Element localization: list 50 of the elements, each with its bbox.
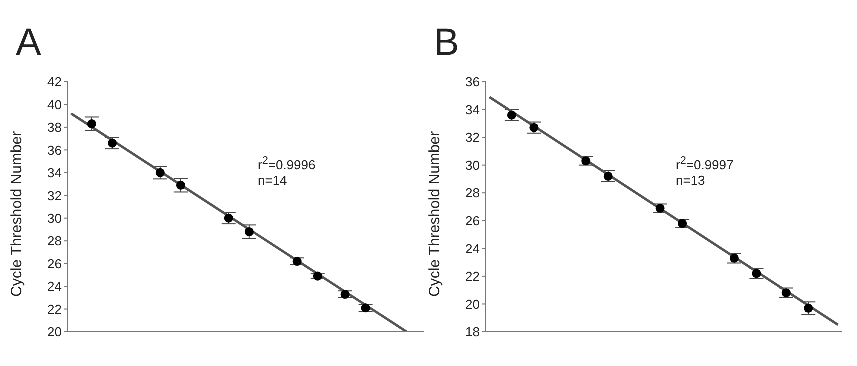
point: [804, 304, 814, 313]
y-tick-label: 32: [466, 130, 480, 146]
chart-title: A: [16, 22, 42, 65]
y-tick-label: 42: [48, 74, 62, 90]
point: [108, 138, 118, 148]
y-tick-label: 24: [48, 279, 62, 294]
point: [224, 214, 234, 223]
annotation: n=14: [258, 173, 288, 190]
y-tick-label: 28: [466, 186, 480, 201]
y-tick-label: 34: [466, 102, 480, 118]
annotation: r$^{2}$=0.9997: [676, 154, 734, 174]
point: [730, 254, 739, 263]
y-tick-label: 20: [466, 296, 480, 312]
y-tick-label: 38: [48, 120, 62, 136]
y-tick-label: 26: [48, 256, 62, 272]
y-tick-label: 18: [466, 324, 480, 340]
y-tick-label: 30: [48, 210, 62, 226]
point: [656, 204, 665, 213]
annotation: r$^{2}$=0.9996: [258, 154, 316, 174]
y-tick-label: 24: [466, 241, 480, 256]
point: [176, 180, 186, 190]
point: [530, 123, 539, 132]
point: [87, 120, 96, 129]
y-tick-label: 36: [466, 74, 480, 90]
y-tick-label: 22: [466, 269, 480, 284]
y-tick-label: 32: [48, 188, 62, 204]
y-tick-label: 20: [48, 324, 62, 340]
point: [244, 227, 254, 237]
y-tick-label: 22: [48, 302, 62, 317]
y-tick-label: 28: [48, 234, 62, 249]
point: [582, 156, 591, 166]
y-tick-label: 30: [466, 158, 480, 173]
y-tick-label: 40: [48, 97, 62, 112]
point: [292, 257, 302, 266]
y-tick-label: 26: [466, 214, 480, 229]
point: [752, 269, 762, 278]
y-axis-title: Cycle Threshold Number: [426, 131, 444, 297]
y-axis-title: Cycle Threshold Number: [8, 131, 26, 297]
y-tick-label: 36: [48, 142, 62, 158]
point: [782, 288, 791, 298]
point: [678, 219, 688, 228]
point: [313, 272, 322, 281]
point: [361, 304, 370, 313]
chart-title: B: [434, 22, 460, 65]
annotation: n=13: [676, 173, 706, 190]
y-tick-label: 34: [48, 166, 62, 181]
point: [156, 168, 165, 178]
point: [507, 110, 516, 120]
point: [604, 172, 613, 181]
point: [340, 290, 350, 300]
